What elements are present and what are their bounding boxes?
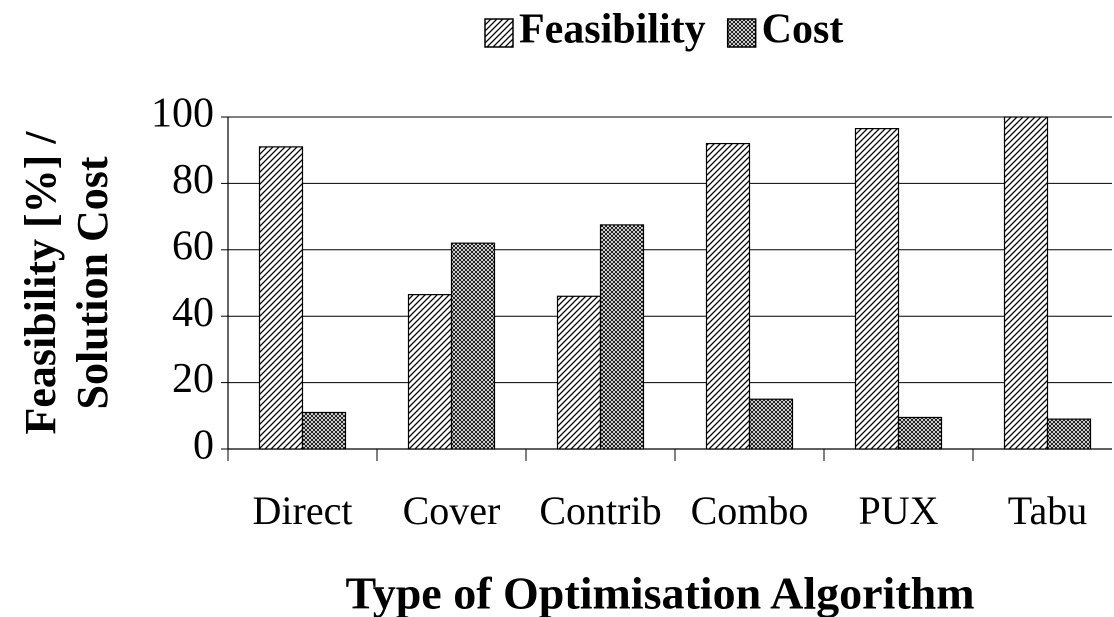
y-axis-title: Feasibility [%] / Solution Cost <box>16 131 117 435</box>
bar <box>258 146 304 450</box>
y-tick-label: 40 <box>172 290 214 336</box>
legend-label: Cost <box>762 7 844 53</box>
x-axis-title: Type of Optimisation Algorithm <box>345 568 974 617</box>
bar <box>705 142 751 450</box>
x-tick-label: Direct <box>253 488 353 533</box>
x-tick-label: Contrib <box>539 488 661 533</box>
bar <box>301 411 347 450</box>
bar <box>854 128 900 450</box>
bar <box>556 295 602 450</box>
y-axis-title-line: Feasibility [%] / <box>16 131 65 435</box>
legend-swatch <box>726 18 757 48</box>
bar <box>897 416 943 450</box>
bar <box>1003 116 1049 450</box>
legend-label: Feasibility <box>519 7 706 53</box>
legend-swatch <box>484 18 514 48</box>
x-tick-label: Combo <box>691 488 809 533</box>
y-tick-label: 20 <box>172 356 214 402</box>
y-tick-label: 80 <box>172 157 214 203</box>
bar <box>599 224 645 450</box>
x-tick-label: Tabu <box>1008 488 1087 533</box>
bar <box>1046 418 1092 450</box>
bar <box>450 242 496 450</box>
y-tick-label: 0 <box>193 423 214 469</box>
bar <box>407 294 453 450</box>
bar <box>748 398 794 450</box>
x-tick-label: PUX <box>858 488 938 533</box>
y-tick-label: 100 <box>151 91 214 137</box>
x-tick-label: Cover <box>403 488 501 533</box>
y-axis-title-line: Solution Cost <box>68 156 117 409</box>
y-tick-label: 60 <box>172 223 214 269</box>
